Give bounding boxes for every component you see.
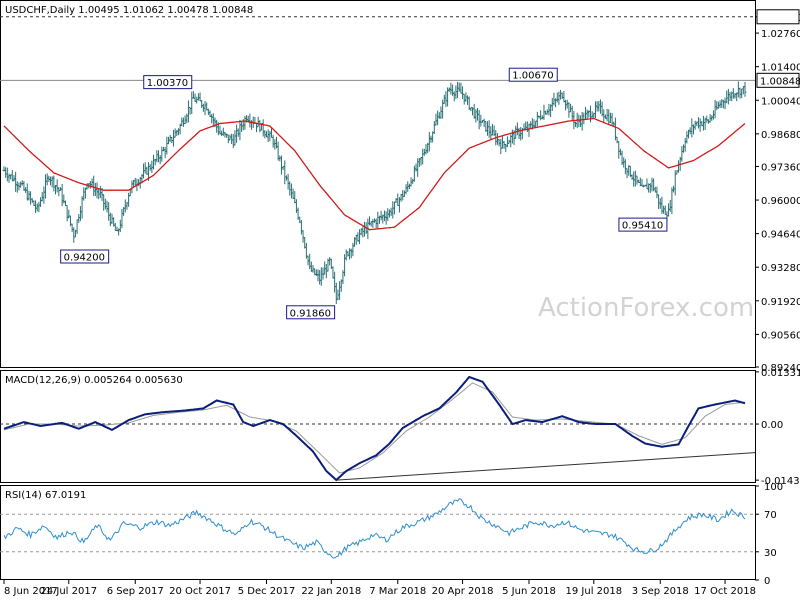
price-tick-label: 0.90560	[761, 330, 800, 341]
macd-signal-line	[3, 382, 746, 474]
rsi-tick-label: 30	[764, 548, 777, 559]
rsi-chart-title: RSI(14) 67.0191	[5, 490, 86, 501]
price-annotations: 1.00370 0.94200 0.91860 1.00670 0.95410	[60, 67, 668, 320]
current-price-label: 1.00848	[760, 76, 800, 87]
macd-panel-frame	[0, 370, 756, 483]
resistance-level-box	[756, 9, 800, 25]
annotation-label: 0.95410	[622, 221, 663, 232]
macd-line	[3, 375, 746, 482]
annotation-label: 1.00670	[512, 71, 553, 82]
price-tick-label: 0.93280	[761, 263, 800, 274]
price-annotation: 0.94200	[60, 249, 110, 264]
moving-average-line	[3, 117, 746, 231]
date-tick-label: 5 Jun 2018	[502, 586, 556, 597]
price-axis: 1.034201.027601.014001.000400.986800.973…	[755, 9, 800, 374]
macd-tick-label: -0.014323	[761, 476, 800, 487]
macd-tick-label: 0.013319	[761, 368, 800, 379]
annotation-box	[60, 249, 110, 264]
rsi-tick-label: 0	[764, 576, 770, 587]
price-annotation: 0.95410	[618, 217, 668, 232]
date-tick-label: 20 Oct 2017	[169, 586, 231, 597]
price-tick-label: 0.91920	[761, 297, 800, 308]
price-tick-label: 1.00040	[761, 96, 800, 107]
price-panel-frame	[0, 0, 756, 368]
date-tick-label: 19 Jul 2018	[566, 586, 623, 597]
date-tick-label: 3 Sep 2018	[632, 586, 689, 597]
macd-chart-title: MACD(12,26,9) 0.005264 0.005630	[5, 375, 183, 386]
date-tick-label: 5 Dec 2017	[238, 586, 296, 597]
watermark-text: ActionForex.com	[538, 293, 754, 323]
price-tick-label: 0.94640	[761, 230, 800, 241]
price-tick-label: 0.98680	[761, 130, 800, 141]
rsi-series	[0, 498, 755, 559]
price-tick-label: 0.96000	[761, 196, 800, 207]
date-tick-label: 20 Apr 2018	[432, 586, 494, 597]
price-annotation: 1.00370	[143, 75, 193, 90]
price-tick-label: 0.89240	[761, 363, 800, 374]
annotation-box	[286, 305, 336, 320]
date-tick-label: 7 Mar 2018	[369, 586, 426, 597]
annotation-box	[618, 217, 668, 232]
macd-tick-label: 0.00	[761, 420, 783, 431]
date-tick-label: 8 Jun 2017	[4, 586, 58, 597]
date-tick-label: 22 Jan 2018	[301, 586, 361, 597]
rsi-tick-label: 70	[764, 510, 777, 521]
rsi-panel-frame	[0, 485, 756, 580]
price-tick-label: 1.02760	[761, 29, 800, 40]
price-annotation: 0.91860	[286, 305, 336, 320]
macd-axis: 0.013319 0.00 -0.014323	[755, 368, 800, 487]
price-bar	[743, 81, 747, 97]
price-tick-label: 0.97360	[761, 162, 800, 173]
annotation-box	[143, 75, 193, 90]
date-tick-label: 24 Jul 2017	[40, 586, 97, 597]
annotation-label: 0.91860	[290, 308, 331, 319]
rsi-axis: 100 70 30 0	[755, 482, 783, 587]
price-tick-label: 1.01400	[761, 63, 800, 74]
annotation-label: 0.94200	[64, 253, 105, 264]
rsi-line	[3, 498, 746, 559]
date-tick-label: 17 Oct 2018	[694, 586, 756, 597]
macd-series	[0, 375, 756, 482]
price-horizontal-lines	[0, 16, 755, 81]
moving-average	[3, 117, 746, 231]
current-price-box	[756, 72, 800, 88]
annotation-box	[508, 67, 558, 82]
price-chart-title: USDCHF,Daily 1.00495 1.01062 1.00478 1.0…	[5, 5, 253, 16]
annotation-label: 1.00370	[147, 78, 188, 89]
price-annotation: 1.00670	[508, 67, 558, 82]
rsi-tick-label: 100	[764, 482, 783, 493]
macd-trendline	[336, 452, 756, 481]
date-tick-label: 6 Sep 2017	[107, 586, 164, 597]
